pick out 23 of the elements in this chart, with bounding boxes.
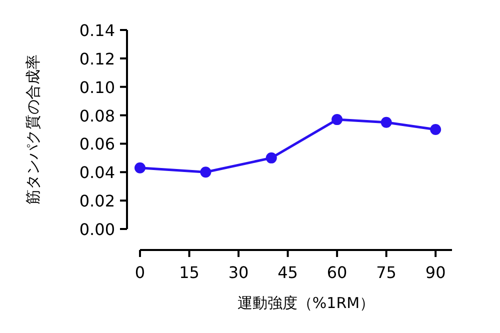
y-tick-label: 0.10	[79, 78, 115, 97]
y-tick-label: 0.00	[79, 220, 115, 239]
point	[332, 114, 343, 126]
y-tick-label: 0.12	[79, 49, 115, 68]
x-tick-label: 90	[425, 263, 446, 282]
x-axis-title: 運動強度（%1RM）	[237, 294, 375, 312]
y-axis-title: 筋タンパク質の合成率	[24, 54, 42, 204]
y-tick-label: 0.04	[79, 163, 115, 182]
point	[134, 162, 146, 174]
y-tick-label: 0.14	[79, 21, 115, 40]
point	[200, 166, 212, 178]
point	[266, 152, 277, 164]
x-tick-label: 60	[326, 263, 348, 282]
point	[380, 116, 392, 128]
point	[430, 124, 442, 135]
y-tick-label: 0.06	[79, 134, 115, 154]
x-tick-label: 75	[376, 263, 396, 282]
y-tick-label: 0.02	[79, 192, 115, 211]
x-tick-label: 45	[278, 263, 298, 282]
y-tick-label: 0.08	[79, 106, 115, 126]
x-tick-label: 15	[179, 263, 200, 282]
x-tick-label: 30	[228, 263, 249, 282]
x-tick-label: 0	[134, 263, 146, 282]
